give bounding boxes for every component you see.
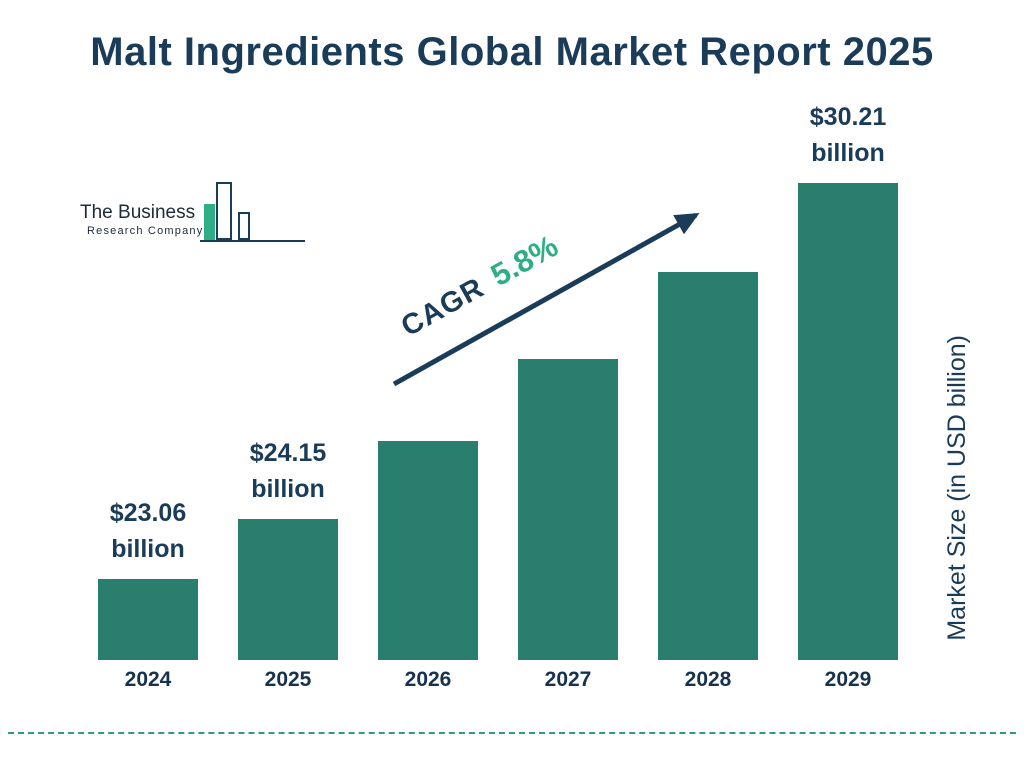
value-label-line: $30.21 — [809, 103, 887, 131]
x-axis-labels: 2024 2025 2026 2027 2028 2029 — [78, 668, 918, 692]
logo-bar-outline-small — [238, 212, 250, 240]
x-axis-label-2026: 2026 — [404, 668, 452, 691]
bar-slot-2025: $24.15 billion — [218, 183, 358, 660]
value-label-line: $24.15 — [249, 439, 327, 467]
bar-slot-2028 — [638, 183, 778, 660]
value-label-2025: $24.15 billion — [218, 435, 358, 507]
bar-slot-2027 — [498, 183, 638, 660]
bar-slot-2026 — [358, 183, 498, 660]
x-axis-label-2024: 2024 — [124, 668, 172, 691]
value-label-line: billion — [811, 139, 885, 167]
value-label-line: billion — [111, 535, 185, 563]
x-axis-label-2025: 2025 — [264, 668, 312, 691]
value-label-2024: $23.06 billion — [78, 495, 218, 567]
page-title: Malt Ingredients Global Market Report 20… — [90, 30, 934, 74]
bar-2025 — [238, 519, 338, 660]
value-label-line: billion — [251, 475, 325, 503]
company-logo: The Business Research Company — [75, 180, 305, 250]
logo-text-line2: Research Company — [87, 225, 204, 237]
logo-baseline — [200, 240, 305, 242]
logo-bars-icon — [200, 180, 360, 242]
bar-slot-2024: $23.06 billion — [78, 183, 218, 660]
bar-slot-2029: $30.21 billion — [778, 103, 918, 660]
bar-2027 — [518, 359, 618, 660]
logo-bar-outline-tall — [216, 182, 232, 240]
logo-bar-green — [204, 204, 215, 240]
bar-2028 — [658, 272, 758, 660]
x-axis-label-2027: 2027 — [544, 668, 592, 691]
value-label-2029: $30.21 billion — [778, 99, 918, 171]
x-axis-label-2028: 2028 — [684, 668, 732, 691]
logo-text-line1: The Business — [80, 202, 196, 223]
value-label-line: $23.06 — [109, 499, 187, 527]
x-axis-label-2029: 2029 — [824, 668, 872, 691]
bar-2024 — [98, 579, 198, 660]
bar-2029 — [798, 183, 898, 660]
y-axis-title: Market Size (in USD billion) — [943, 335, 971, 641]
bottom-dashed-divider — [8, 732, 1016, 734]
bar-2026 — [378, 441, 478, 660]
bar-chart: $23.06 billion $24.15 billion $30.21 billion — [78, 103, 918, 660]
